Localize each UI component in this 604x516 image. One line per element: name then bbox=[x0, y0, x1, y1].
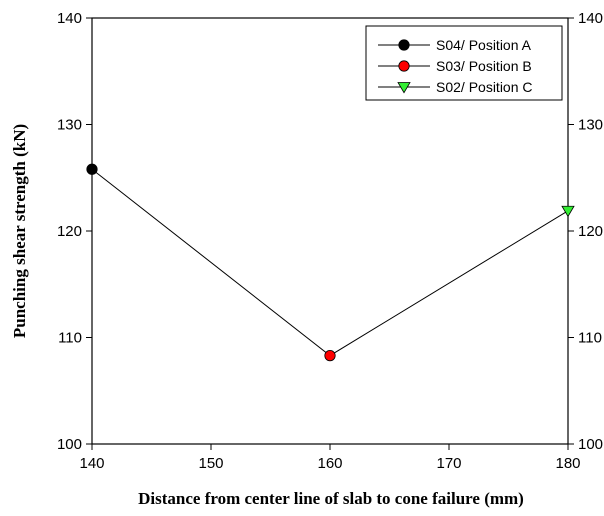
y-tick-label-left: 120 bbox=[57, 223, 82, 240]
y-tick-label-left: 140 bbox=[57, 10, 82, 27]
y-tick-label-left: 100 bbox=[57, 436, 82, 453]
x-tick-label: 150 bbox=[198, 455, 223, 472]
x-tick-label: 170 bbox=[436, 455, 461, 472]
legend-marker bbox=[398, 39, 410, 51]
y-tick-label-right: 120 bbox=[578, 223, 603, 240]
connecting-line bbox=[91, 168, 569, 357]
data-markers bbox=[86, 163, 575, 362]
x-tick-label: 180 bbox=[555, 455, 580, 472]
legend-label: S02/ Position C bbox=[436, 79, 533, 95]
legend-marker bbox=[398, 60, 410, 72]
legend-label: S03/ Position B bbox=[436, 58, 532, 74]
y-tick-label-right: 110 bbox=[578, 330, 602, 347]
legend: S04/ Position A S03/ Position B S02/ Posit… bbox=[365, 25, 563, 101]
legend-label: S04/ Position A bbox=[436, 37, 532, 53]
x-axis-title: Distance from center line of slab to con… bbox=[138, 489, 524, 508]
legend-marker bbox=[397, 82, 411, 94]
data-point bbox=[561, 205, 575, 218]
y-tick-label-right: 130 bbox=[578, 117, 603, 134]
data-point bbox=[86, 163, 98, 175]
x-tick-label: 140 bbox=[79, 455, 104, 472]
y-tick-label-right: 100 bbox=[578, 436, 603, 453]
legend-box bbox=[365, 25, 563, 101]
axis-ticks: 140 150 160 170 180 100 100 110 110 120 120 130 130 1… bbox=[57, 10, 603, 472]
y-tick-label-right: 140 bbox=[578, 10, 603, 27]
x-tick-label: 160 bbox=[317, 455, 342, 472]
y-tick-label-left: 110 bbox=[58, 330, 82, 347]
y-axis-title: Punching shear strength (kN) bbox=[10, 124, 29, 338]
data-point bbox=[324, 350, 336, 362]
y-tick-label-left: 130 bbox=[57, 117, 82, 134]
series-line bbox=[91, 168, 569, 357]
